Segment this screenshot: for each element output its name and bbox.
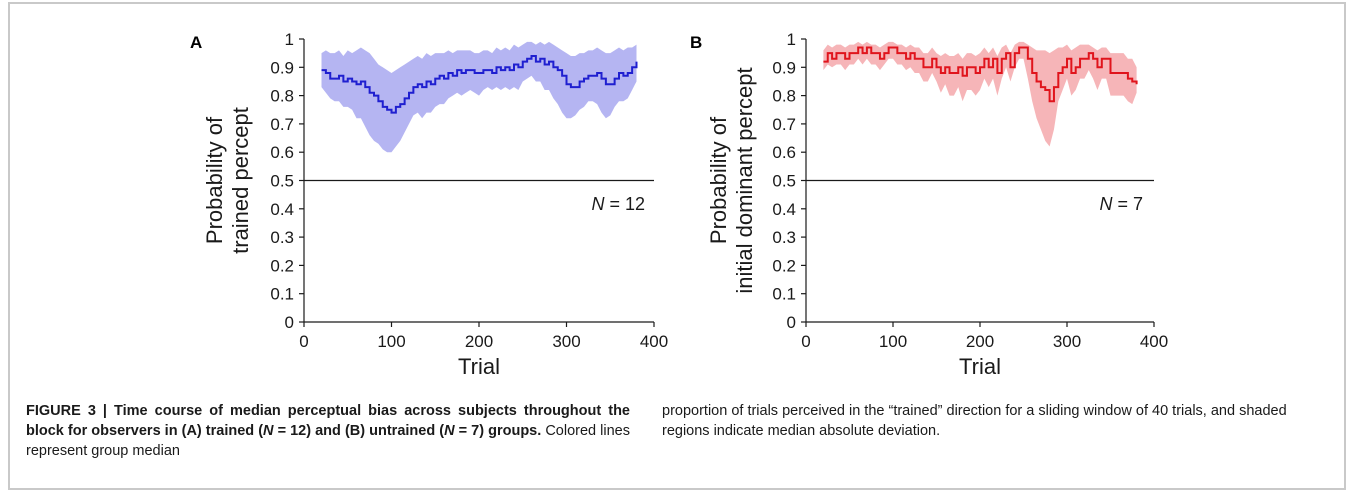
panel-b: B 0 0.1 0.2 0.3 0.4 0.5 0.6 0.7 0.8 0.9 1 0 100 200 300… (690, 30, 1168, 379)
caption-lead: FIGURE 3 | Time course of median percept… (26, 403, 630, 439)
panel-b-letter: B (690, 33, 702, 52)
panel-b-y-tick-label: 0.7 (772, 115, 796, 134)
panel-b-n-symbol: N (1099, 194, 1113, 214)
panel-b-x-tick-label: 200 (966, 332, 994, 351)
panel-a-y-tick-label: 0.2 (270, 256, 294, 275)
panel-a-x-tick-label: 0 (299, 332, 308, 351)
panel-b-y-tick-label: 0.8 (772, 87, 796, 106)
figure-canvas: A00.10.20.30.40.50.60.70.80.910 100 200 300… (190, 30, 1168, 379)
panel-b-y-axis-label-line: initial dominant percept (732, 67, 757, 293)
panel-a-y-tick-label: 0.5 (270, 172, 294, 191)
caption-left-column: FIGURE 3 | Time course of median percept… (26, 401, 630, 461)
panel-b-n-annotation: N = 7 (1099, 194, 1143, 214)
panel-b-n-value: = 7 (1112, 194, 1143, 214)
panel-b-y-tick-label: 0 (787, 313, 796, 332)
panel-b-x-tick-label: 400 (1140, 332, 1168, 351)
panel-a-y-tick-label: 1 (285, 30, 294, 49)
panel-a-x-tick-label: 400 (640, 332, 668, 351)
panel-a-y-tick-label: 0.7 (270, 115, 294, 134)
panel-b-y-tick-label: 0.9 (772, 58, 796, 77)
panel-b-y-tick-label: 0.1 (772, 285, 796, 304)
panel-b-x-tick-label: 300 (1053, 332, 1081, 351)
panel-a-y-axis-label-line: Probability of (202, 116, 227, 244)
panel-a-y-tick-label: 0 (285, 313, 294, 332)
figure-frame (8, 2, 1346, 490)
panel-a-n-symbol: N (591, 194, 605, 214)
panel-b-y-tick-label: 0.3 (772, 228, 796, 247)
panel-a-y-tick-label: 0.6 (270, 143, 294, 162)
panel-a: A 0 0.1 0.2 0.3 0.4 0.5 0.6 0.7 0.8 0.9 1 0 100 200 300… (190, 30, 668, 379)
panel-b-y-tick-label: 0.5 (772, 172, 796, 191)
panel-a-deviation-band (321, 41, 637, 153)
panel-b-y-axis-label-line: Probability of (706, 116, 731, 244)
caption-body-left: Colored lines represent group median (26, 423, 630, 459)
panel-b-deviation-band (823, 41, 1137, 147)
panel-a-n-value: = 12 (604, 194, 645, 214)
panel-b-y-tick-label: 1 (787, 30, 796, 49)
panel-a-letter: A (190, 33, 202, 52)
panel-a-x-tick-label: 100 (377, 332, 405, 351)
panel-a-y-tick-label: 0.3 (270, 228, 294, 247)
panel-a-n-annotation: N = 12 (591, 194, 645, 214)
panel-a-y-tick-label: 0.4 (270, 200, 294, 219)
panel-b-median-line (823, 46, 1138, 103)
panel-a-y-tick-label: 0.8 (270, 87, 294, 106)
panel-b-x-axis-label: Trial (959, 354, 1001, 379)
panel-a-y-axis-label-line: trained percept (228, 107, 253, 254)
panel-b-x-tick-label: 100 (879, 332, 907, 351)
panel-b-y-tick-label: 0.6 (772, 143, 796, 162)
panel-a-x-tick-label: 300 (552, 332, 580, 351)
panel-a-median-line (321, 54, 638, 114)
panel-a-x-tick-label: 200 (465, 332, 493, 351)
panel-a-y-tick-label: 0.9 (270, 58, 294, 77)
panel-b-y-tick-label: 0.2 (772, 256, 796, 275)
caption-right-column: proportion of trials perceived in the “t… (662, 403, 1287, 439)
panel-b-y-tick-label: 0.4 (772, 200, 796, 219)
panel-a-x-axis-label: Trial (458, 354, 500, 379)
panel-a-y-tick-label: 0.1 (270, 285, 294, 304)
panel-b-y-axis-label: Probability ofinitial dominant percept (706, 67, 757, 293)
panel-a-y-axis-label: Probability oftrained percept (202, 107, 253, 254)
panel-b-x-tick-label: 0 (801, 332, 810, 351)
